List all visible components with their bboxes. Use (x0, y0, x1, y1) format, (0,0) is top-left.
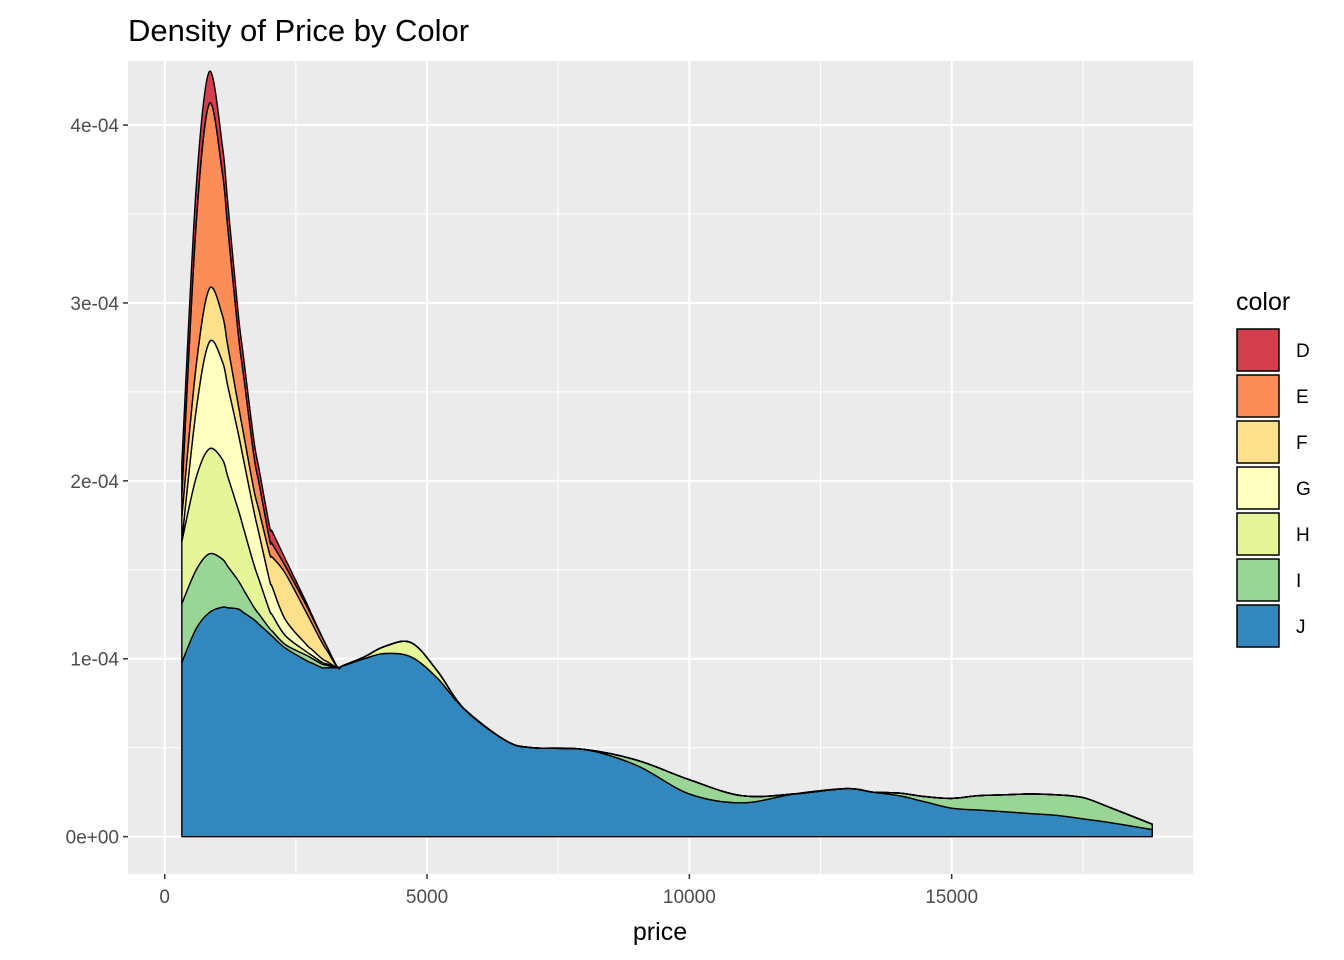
y-tick-label: 4e-04 (70, 116, 119, 137)
legend-label-i: I (1296, 571, 1301, 592)
legend: color D E F G H I J (1236, 288, 1311, 648)
legend-label-j: J (1296, 617, 1306, 638)
legend-key-d (1236, 328, 1280, 372)
legend-key-j (1236, 604, 1280, 648)
chart-title: Density of Price by Color (128, 13, 469, 48)
legend-label-d: D (1296, 341, 1310, 362)
y-tick-label: 1e-04 (70, 650, 119, 671)
area-d (181, 70, 1153, 825)
y-tick-label: 2e-04 (70, 472, 119, 493)
x-tick-label: 15000 (925, 887, 978, 908)
legend-label-f: F (1296, 433, 1308, 454)
x-axis-title: price (633, 918, 687, 946)
x-tick-label: 10000 (663, 887, 716, 908)
legend-key-g (1236, 466, 1280, 510)
legend-key-h (1236, 512, 1280, 556)
y-tick-label: 3e-04 (70, 294, 119, 315)
legend-label-h: H (1296, 525, 1310, 546)
legend-key-e (1236, 374, 1280, 418)
legend-title: color (1236, 288, 1290, 316)
axis-ticks: 0 5000 10000 15000 0e+00 1e-04 2e-04 3e-04 4e-04 (66, 116, 978, 908)
x-tick-label: 0 (159, 887, 170, 908)
y-tick-label: 0e+00 (66, 828, 119, 849)
legend-label-e: E (1296, 387, 1309, 408)
legend-label-g: G (1296, 479, 1311, 500)
x-tick-label: 5000 (406, 887, 448, 908)
legend-key-i (1236, 558, 1280, 602)
density-areas (181, 70, 1153, 838)
legend-key-f (1236, 420, 1280, 464)
